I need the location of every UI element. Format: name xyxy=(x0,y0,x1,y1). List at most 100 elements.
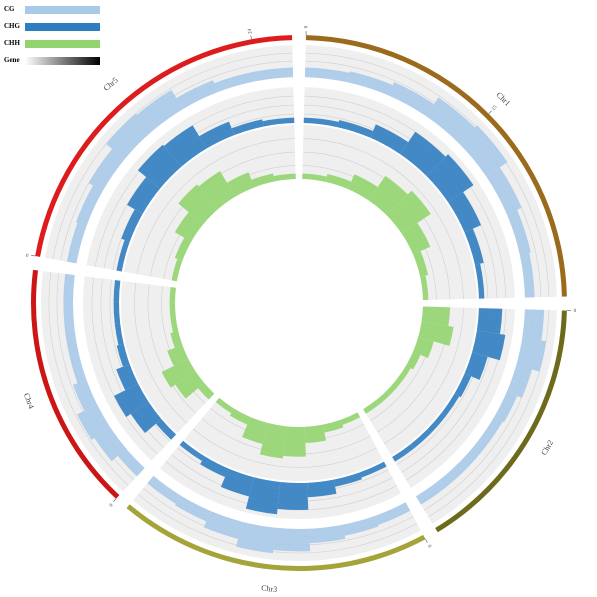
methylation-bar xyxy=(164,125,207,167)
methylation-bar xyxy=(387,378,402,394)
methylation-bar xyxy=(126,177,161,214)
tick-mark xyxy=(250,35,252,40)
methylation-bar xyxy=(231,119,264,136)
methylation-bar xyxy=(368,175,408,216)
methylation-bar xyxy=(273,527,311,552)
methylation-bar xyxy=(454,373,472,398)
methylation-bar xyxy=(283,426,306,457)
track-ring xyxy=(91,277,158,455)
methylation-bar xyxy=(262,117,295,127)
methylation-bar xyxy=(406,351,421,370)
methylation-bar xyxy=(147,475,181,504)
methylation-bar xyxy=(170,316,179,333)
methylation-bar xyxy=(137,144,182,189)
methylation-bar xyxy=(169,302,176,318)
methylation-bar xyxy=(251,173,275,188)
methylation-bar xyxy=(506,365,532,398)
legend-swatch xyxy=(25,23,100,31)
methylation-bar xyxy=(174,237,192,261)
tick-label: 0 xyxy=(107,502,113,508)
track-ring xyxy=(109,279,171,442)
methylation-bar xyxy=(307,479,337,498)
methylation-bar xyxy=(174,212,204,242)
tick-label: 0 xyxy=(304,25,309,28)
methylation-bar xyxy=(77,404,111,440)
methylation-bar xyxy=(309,524,346,544)
methylation-bar xyxy=(277,482,309,511)
methylation-bar xyxy=(472,330,506,361)
methylation-bar xyxy=(303,117,339,128)
methylation-bar xyxy=(94,427,127,462)
methylation-bar xyxy=(333,472,362,487)
methylation-bar xyxy=(215,397,235,414)
methylation-bar xyxy=(478,416,503,447)
methylation-bar xyxy=(220,468,254,497)
chromosome-label: Chr2 xyxy=(539,438,555,456)
methylation-bar xyxy=(427,412,447,434)
legend-label: CG xyxy=(4,5,15,13)
methylation-bar xyxy=(304,424,327,444)
methylation-bar xyxy=(179,440,205,462)
methylation-bar xyxy=(322,419,344,433)
methylation-bar xyxy=(413,251,429,277)
methylation-bar xyxy=(347,71,393,96)
tick-mark xyxy=(488,110,492,114)
methylation-bar xyxy=(388,82,435,117)
methylation-bar xyxy=(114,383,149,418)
track-ring xyxy=(136,138,295,275)
methylation-bar xyxy=(170,331,183,349)
methylation-bar xyxy=(426,154,474,203)
methylation-bar xyxy=(519,252,535,298)
methylation-bar xyxy=(337,120,373,138)
methylation-bar xyxy=(63,301,75,330)
methylation-bar xyxy=(252,67,294,82)
methylation-bar xyxy=(67,222,87,264)
chromosome-band xyxy=(35,35,293,257)
track-ring xyxy=(48,272,129,486)
methylation-bar xyxy=(421,306,450,327)
methylation-bar xyxy=(174,495,211,522)
tick-mark xyxy=(113,498,117,502)
methylation-bar xyxy=(400,131,446,176)
track-background xyxy=(120,281,215,434)
methylation-bar xyxy=(116,364,139,391)
methylation-bar xyxy=(486,167,522,215)
chromosome-band xyxy=(31,269,120,499)
track-ring xyxy=(161,285,206,404)
methylation-bar xyxy=(374,502,411,525)
methylation-bar xyxy=(171,258,183,282)
track-background xyxy=(44,45,294,264)
methylation-bar xyxy=(506,209,531,255)
methylation-bar xyxy=(397,365,411,382)
methylation-bar xyxy=(242,417,268,444)
track-ring xyxy=(303,138,464,300)
methylation-bar xyxy=(325,173,352,190)
methylation-bar xyxy=(116,239,130,272)
methylation-bar xyxy=(494,391,518,423)
legend-label: Gene xyxy=(4,56,20,64)
methylation-bar xyxy=(229,408,251,425)
methylation-bar xyxy=(259,423,287,459)
methylation-bar xyxy=(63,273,75,302)
methylation-bar xyxy=(442,393,460,416)
track-ring xyxy=(94,95,294,267)
track-ring xyxy=(305,52,550,297)
methylation-bar xyxy=(342,515,379,536)
methylation-bar xyxy=(121,209,143,242)
methylation-bar xyxy=(476,308,503,335)
methylation-bar xyxy=(64,328,79,357)
methylation-bar xyxy=(448,192,482,233)
methylation-bar xyxy=(236,521,276,554)
methylation-bar xyxy=(113,301,121,324)
methylation-bar xyxy=(106,113,152,160)
methylation-bar xyxy=(386,190,431,234)
methylation-bar xyxy=(420,275,429,301)
methylation-bar xyxy=(88,149,125,192)
methylation-bar xyxy=(410,429,432,449)
methylation-bar xyxy=(167,345,189,366)
methylation-bar xyxy=(199,121,235,149)
methylation-bar xyxy=(214,71,255,93)
methylation-bar xyxy=(460,440,487,469)
methylation-bar xyxy=(198,171,236,209)
